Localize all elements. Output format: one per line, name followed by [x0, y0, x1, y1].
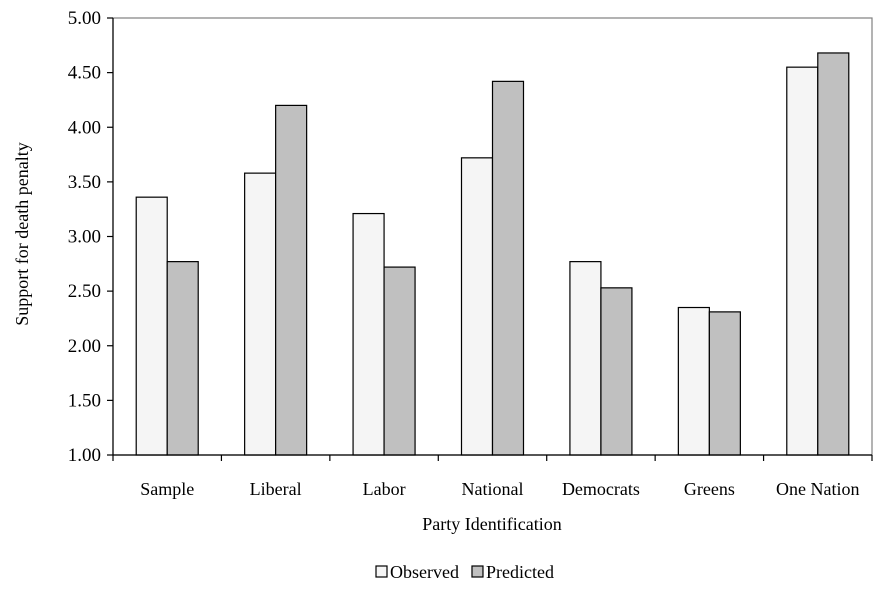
y-axis: 1.00 1.50 2.00 2.50 3.00 3.50 4.00 4.50 5.00 [68, 8, 114, 466]
legend: Observed Predicted [375, 562, 554, 582]
y-tick-label: 4.00 [68, 117, 101, 138]
y-tick-label: 2.50 [68, 281, 101, 302]
bar-predicted-liberal [275, 104, 308, 456]
bar-observed-labor [352, 212, 385, 456]
bar-observed-greens [677, 306, 710, 456]
bar-predicted-one-nation [817, 52, 850, 456]
bar-predicted-labor [383, 266, 416, 456]
x-axis: Sample Liberal Labor National Democrats Green… [112, 454, 873, 499]
bar-predicted-greens [708, 311, 741, 456]
x-axis-title: Party Identification [422, 514, 561, 534]
x-tick-label: Greens [684, 479, 735, 499]
legend-swatch-observed [375, 565, 388, 578]
bar-observed-sample [135, 196, 168, 456]
bar-observed-democrats [569, 261, 602, 456]
x-tick-label: Democrats [562, 479, 640, 499]
x-tick-label: Liberal [250, 479, 302, 499]
y-tick-label: 4.50 [68, 63, 101, 84]
legend-swatch-predicted [471, 565, 484, 578]
bars-group [135, 52, 850, 456]
y-tick-label: 3.00 [68, 227, 101, 248]
bar-predicted-sample [166, 261, 199, 456]
legend-label-observed: Observed [390, 562, 459, 582]
bar-observed-liberal [244, 172, 277, 456]
y-tick-label: 1.50 [68, 390, 101, 411]
bar-predicted-democrats [600, 287, 633, 456]
y-tick-label: 3.50 [68, 172, 101, 193]
bar-predicted-national [491, 80, 525, 456]
y-tick-label: 5.00 [68, 8, 101, 29]
x-tick-label: One Nation [776, 479, 859, 499]
bar-observed-national [460, 157, 494, 456]
x-tick-label: Labor [363, 479, 406, 499]
x-tick-label: National [462, 479, 524, 499]
legend-label-predicted: Predicted [486, 562, 554, 582]
y-tick-label: 1.00 [68, 445, 101, 466]
y-axis-title: Support for death penalty [12, 142, 32, 325]
x-tick-label: Sample [140, 479, 194, 499]
y-tick-label: 2.00 [68, 336, 101, 357]
bar-observed-one-nation [786, 66, 819, 456]
